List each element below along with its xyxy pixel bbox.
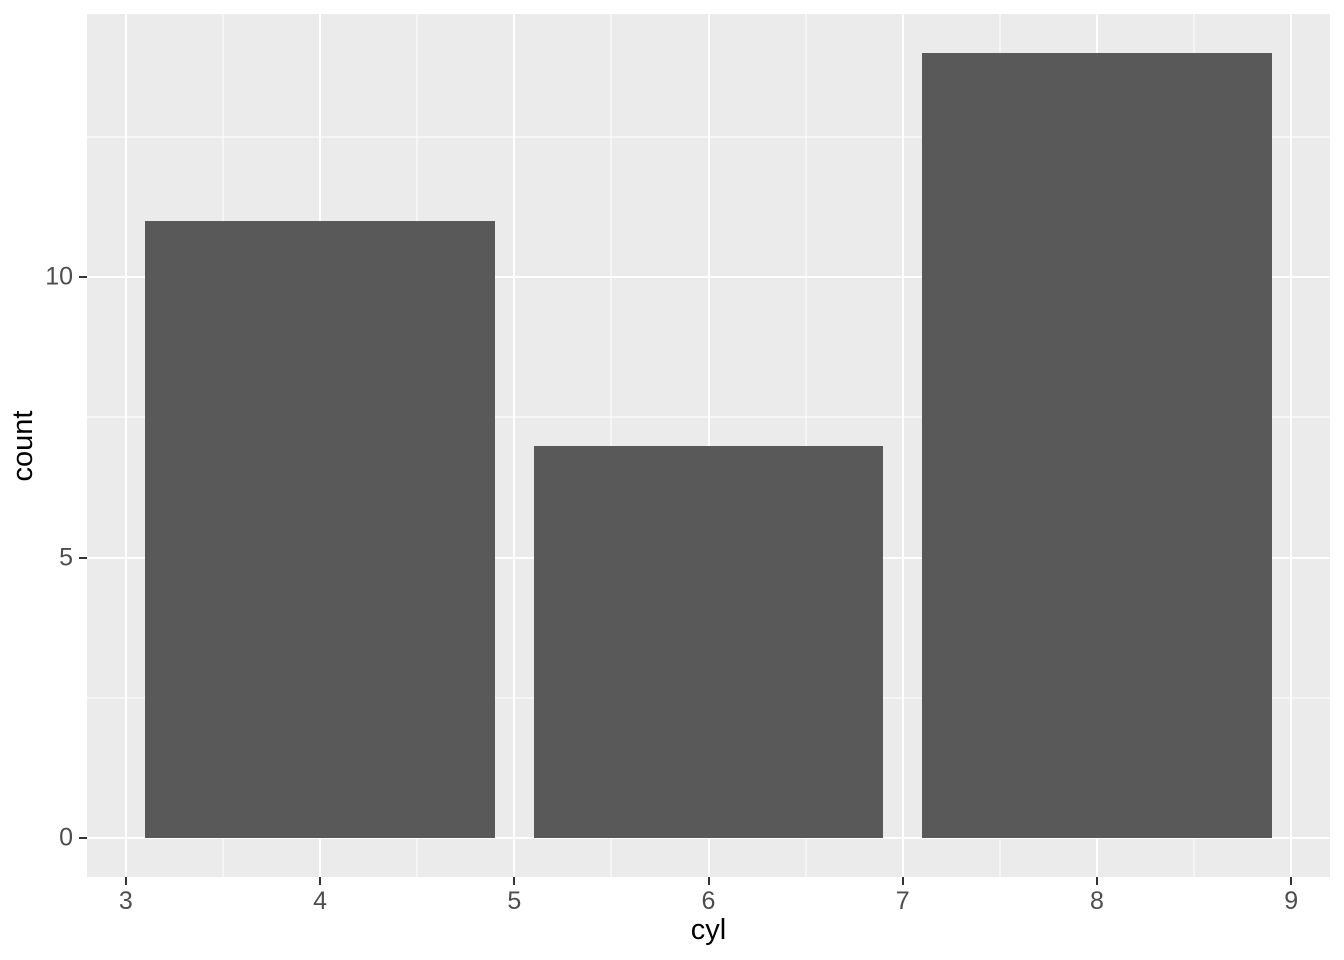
x-major-gridline [124, 14, 127, 877]
bar [922, 53, 1272, 838]
y-tick-label: 5 [59, 543, 73, 572]
x-tick-mark [901, 877, 904, 885]
x-tick-label: 5 [507, 887, 522, 915]
x-tick-mark [319, 877, 322, 885]
x-tick-label: 8 [1089, 887, 1104, 915]
x-tick-mark [707, 877, 710, 885]
y-major-gridline [87, 276, 1330, 279]
y-axis: 0 5 10 [0, 14, 87, 877]
x-axis-title: cyl [690, 914, 727, 946]
x-major-gridline [513, 14, 516, 877]
y-tick-mark [79, 276, 87, 279]
x-tick-mark [513, 877, 516, 885]
y-tick-mark [79, 556, 87, 559]
y-tick-mark [79, 836, 87, 839]
bar [533, 445, 884, 838]
y-tick-label: 0 [59, 823, 73, 852]
plot-panel [87, 14, 1330, 877]
y-major-gridline [87, 836, 1330, 839]
x-tick-label: 7 [895, 887, 910, 915]
bar [145, 221, 495, 838]
x-tick-mark [1095, 877, 1098, 885]
x-major-gridline [901, 14, 904, 877]
y-tick-label: 10 [45, 262, 73, 291]
x-major-gridline [1290, 14, 1293, 877]
x-tick-mark [124, 877, 127, 885]
x-axis: cyl 3 4 5 6 7 8 9 [87, 877, 1330, 960]
x-tick-label: 4 [313, 887, 328, 915]
x-tick-label: 9 [1284, 887, 1299, 915]
x-tick-label: 6 [701, 887, 716, 915]
x-tick-mark [1290, 877, 1293, 885]
x-tick-label: 3 [118, 887, 133, 915]
